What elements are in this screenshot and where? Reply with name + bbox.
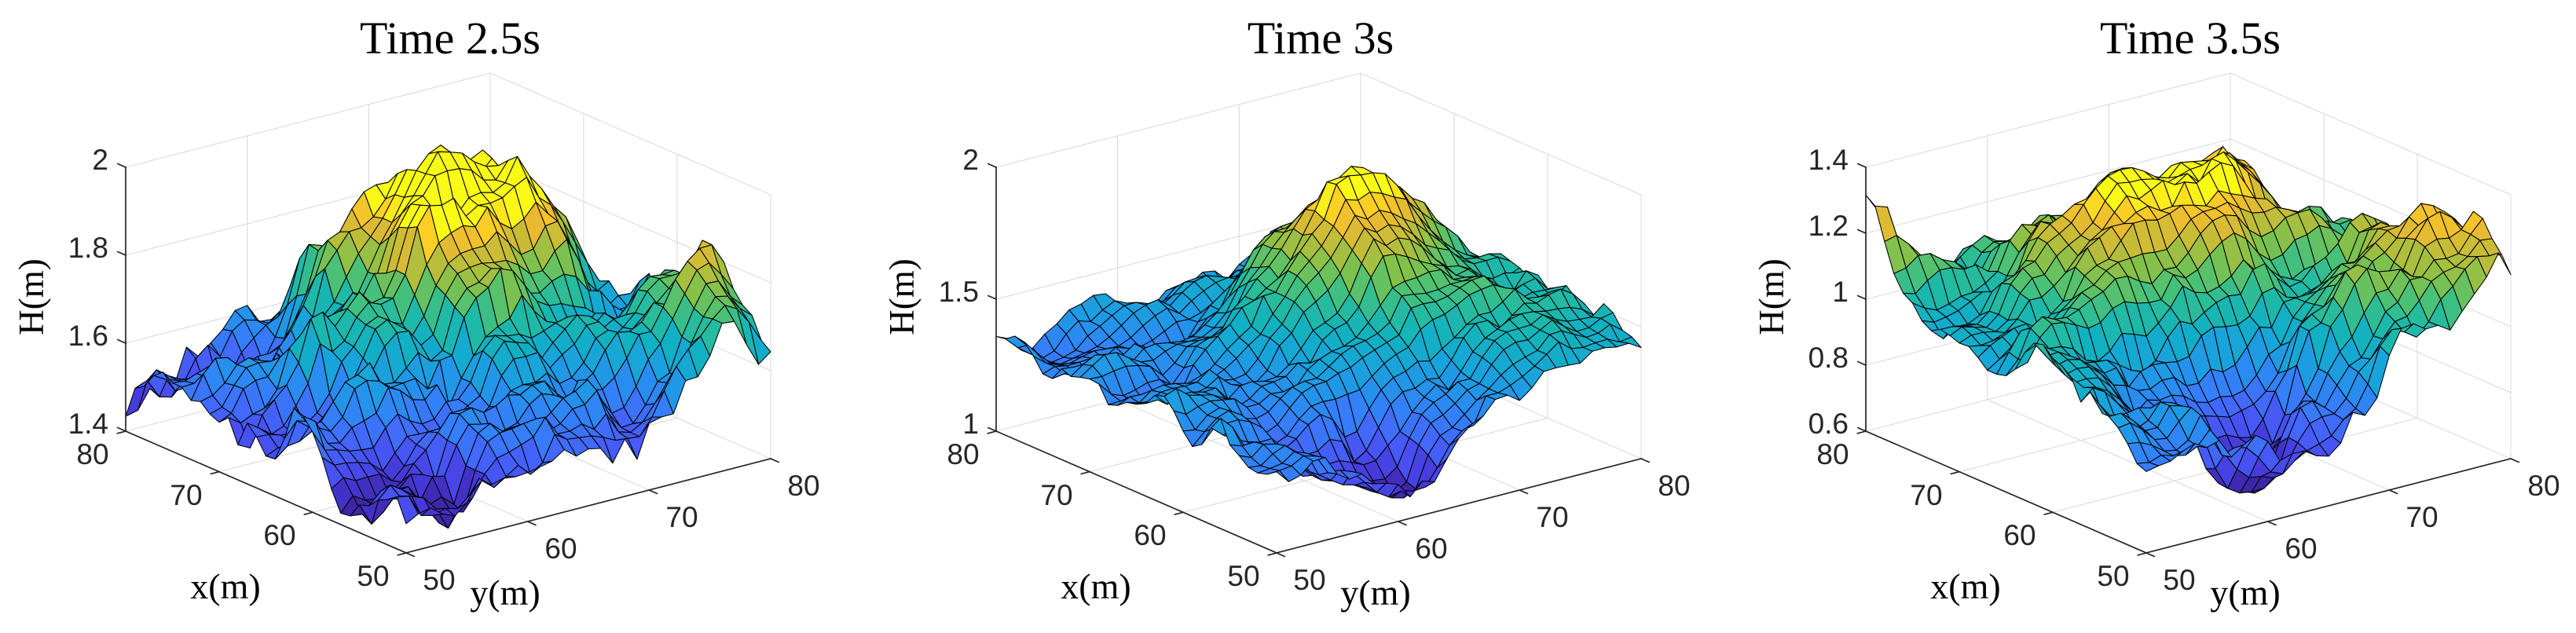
svg-text:1.4: 1.4 (68, 408, 108, 440)
svg-text:50: 50 (2097, 560, 2129, 592)
svg-text:y(m): y(m) (470, 573, 540, 613)
svg-text:1.8: 1.8 (68, 232, 108, 264)
svg-text:80: 80 (2527, 470, 2560, 502)
svg-text:H(m): H(m) (882, 258, 922, 335)
svg-text:1.5: 1.5 (939, 276, 979, 308)
svg-text:1.4: 1.4 (1808, 144, 1849, 176)
svg-text:70: 70 (1910, 479, 1942, 511)
svg-text:0.8: 0.8 (1808, 342, 1849, 374)
svg-text:2: 2 (962, 144, 979, 176)
svg-text:H(m): H(m) (1752, 258, 1791, 335)
svg-text:50: 50 (357, 560, 389, 592)
svg-text:60: 60 (1134, 519, 1166, 551)
svg-text:H(m): H(m) (12, 258, 51, 335)
svg-text:60: 60 (263, 519, 295, 551)
svg-text:1.6: 1.6 (68, 320, 108, 352)
svg-text:50: 50 (1227, 560, 1259, 592)
svg-text:80: 80 (787, 470, 819, 502)
svg-text:1: 1 (962, 408, 979, 440)
svg-text:Time 3s: Time 3s (1248, 13, 1394, 64)
svg-text:80: 80 (76, 438, 108, 470)
svg-text:y(m): y(m) (2210, 573, 2280, 613)
svg-text:Time 3.5s: Time 3.5s (2100, 13, 2281, 64)
svg-text:70: 70 (665, 501, 698, 533)
svg-text:1.2: 1.2 (1808, 210, 1849, 242)
svg-text:70: 70 (2406, 501, 2438, 533)
svg-text:50: 50 (1293, 564, 1325, 596)
svg-text:80: 80 (1816, 438, 1849, 470)
svg-text:2: 2 (92, 144, 108, 176)
svg-text:70: 70 (1040, 479, 1072, 511)
svg-text:0.6: 0.6 (1808, 408, 1849, 440)
svg-text:x(m): x(m) (190, 566, 260, 606)
svg-text:70: 70 (170, 479, 202, 511)
svg-text:Time 2.5s: Time 2.5s (360, 13, 540, 64)
svg-text:60: 60 (544, 532, 577, 565)
svg-text:x(m): x(m) (1930, 566, 2000, 606)
svg-text:x(m): x(m) (1061, 566, 1130, 606)
svg-text:50: 50 (423, 564, 455, 596)
svg-text:80: 80 (947, 438, 979, 470)
svg-text:60: 60 (2285, 532, 2317, 565)
svg-text:70: 70 (1536, 501, 1568, 533)
svg-text:60: 60 (1415, 532, 1447, 565)
svg-text:60: 60 (2003, 519, 2036, 551)
svg-text:1: 1 (1832, 276, 1849, 308)
svg-text:y(m): y(m) (1340, 573, 1410, 613)
svg-text:50: 50 (2163, 564, 2195, 596)
svg-text:80: 80 (1658, 470, 1690, 502)
